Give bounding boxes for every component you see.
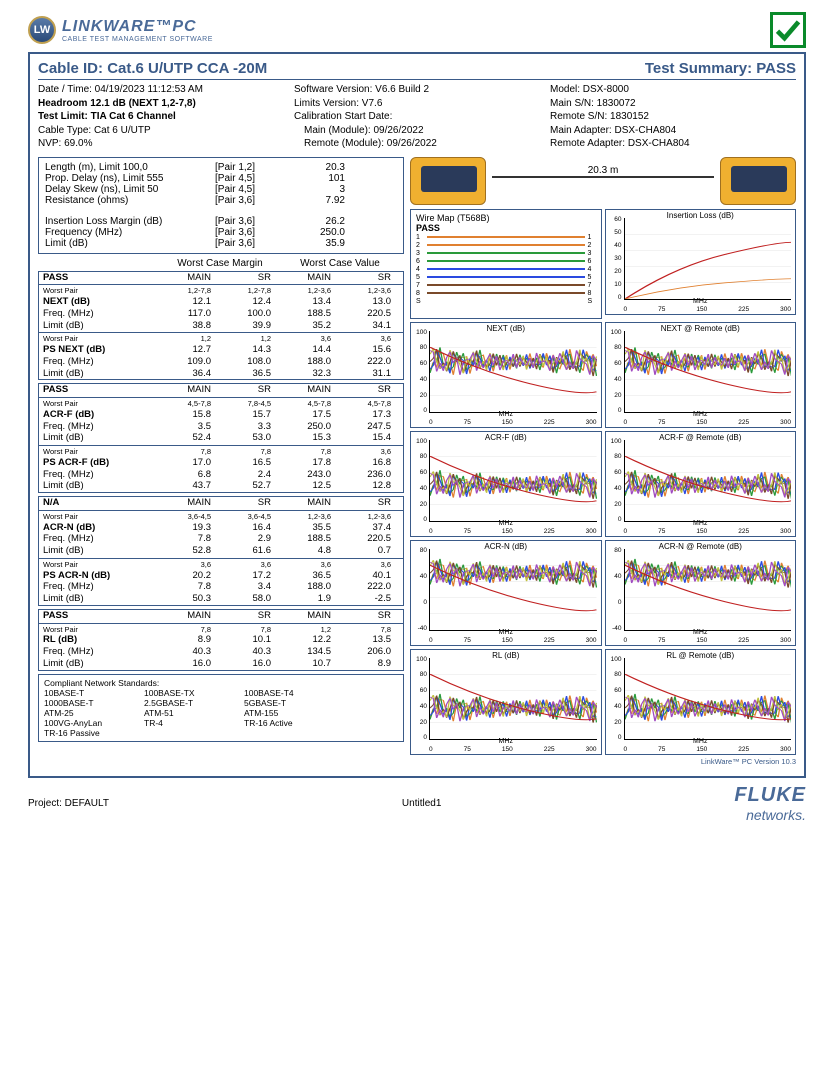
brand-subtitle: CABLE TEST MANAGEMENT SOFTWARE <box>62 36 213 43</box>
table-next: PASSMAINSRMAINSRWorst Pair1,2-7,81,2-7,8… <box>38 271 404 381</box>
chart-acrn: ACR-N (dB)80400-40075150225300MHz <box>410 540 602 646</box>
footer-version: LinkWare™ PC Version 10.3 <box>38 757 796 766</box>
remote-device-icon <box>720 157 796 205</box>
cable-id-title: Cable ID: Cat.6 U/UTP CCA -20M <box>38 60 267 77</box>
fluke-logo: FLUKE networks. <box>734 784 806 823</box>
chart-acrf-remote: ACR-F @ Remote (dB)100806040200075150225… <box>605 431 797 537</box>
chart-acrn-remote: ACR-N @ Remote (dB)80400-40075150225300M… <box>605 540 797 646</box>
linkware-logo: LW LINKWARE™PC CABLE TEST MANAGEMENT SOF… <box>28 16 213 44</box>
meta-col-1: Date / Time: 04/19/2023 11:12:53 AM Head… <box>38 83 284 151</box>
pass-check-icon <box>770 12 806 48</box>
table-acrn: N/AMAINSRMAINSRWorst Pair3,6-4,53,6-4,51… <box>38 496 404 606</box>
worst-case-header: Worst Case Margin Worst Case Value <box>38 258 404 269</box>
chart-rl: RL (dB)100806040200075150225300MHz <box>410 649 602 755</box>
table-rl: PASSMAINSRMAINSRWorst Pair7,87,81,27,8RL… <box>38 609 404 671</box>
project-label: Project: DEFAULT <box>28 798 109 809</box>
measurements-box: Length (m), Limit 100,0[Pair 1,2]20.3Pro… <box>38 157 404 254</box>
chart-rl-remote: RL @ Remote (dB)100806040200075150225300… <box>605 649 797 755</box>
main-device-icon <box>410 157 486 205</box>
brand-text: LINKWARE™PC <box>62 18 213 36</box>
meta-col-2: Software Version: V6.6 Build 2 Limits Ve… <box>294 83 540 151</box>
device-diagram: 20.3 m <box>410 157 796 205</box>
chart-insertion-loss: Insertion Loss (dB)605040302010007515022… <box>605 209 797 315</box>
meta-col-3: Model: DSX-8000 Main S/N: 1830072 Remote… <box>550 83 796 151</box>
chart-next: NEXT (dB)100806040200075150225300MHz <box>410 322 602 428</box>
standards-box: Compliant Network Standards:10BASE-T100B… <box>38 674 404 742</box>
wiremap-box: Wire Map (T568B)PASS1122336644557788SS <box>410 209 602 319</box>
project-file: Untitled1 <box>402 798 441 809</box>
chart-acrf: ACR-F (dB)100806040200075150225300MHz <box>410 431 602 537</box>
cable-length-label: 20.3 m <box>492 165 714 178</box>
lw-badge-icon: LW <box>28 16 56 44</box>
table-acrf: PASSMAINSRMAINSRWorst Pair4,5-7,87,8-4,5… <box>38 383 404 493</box>
test-summary-title: Test Summary: PASS <box>645 60 796 77</box>
chart-next-remote: NEXT @ Remote (dB)1008060402000751502253… <box>605 322 797 428</box>
